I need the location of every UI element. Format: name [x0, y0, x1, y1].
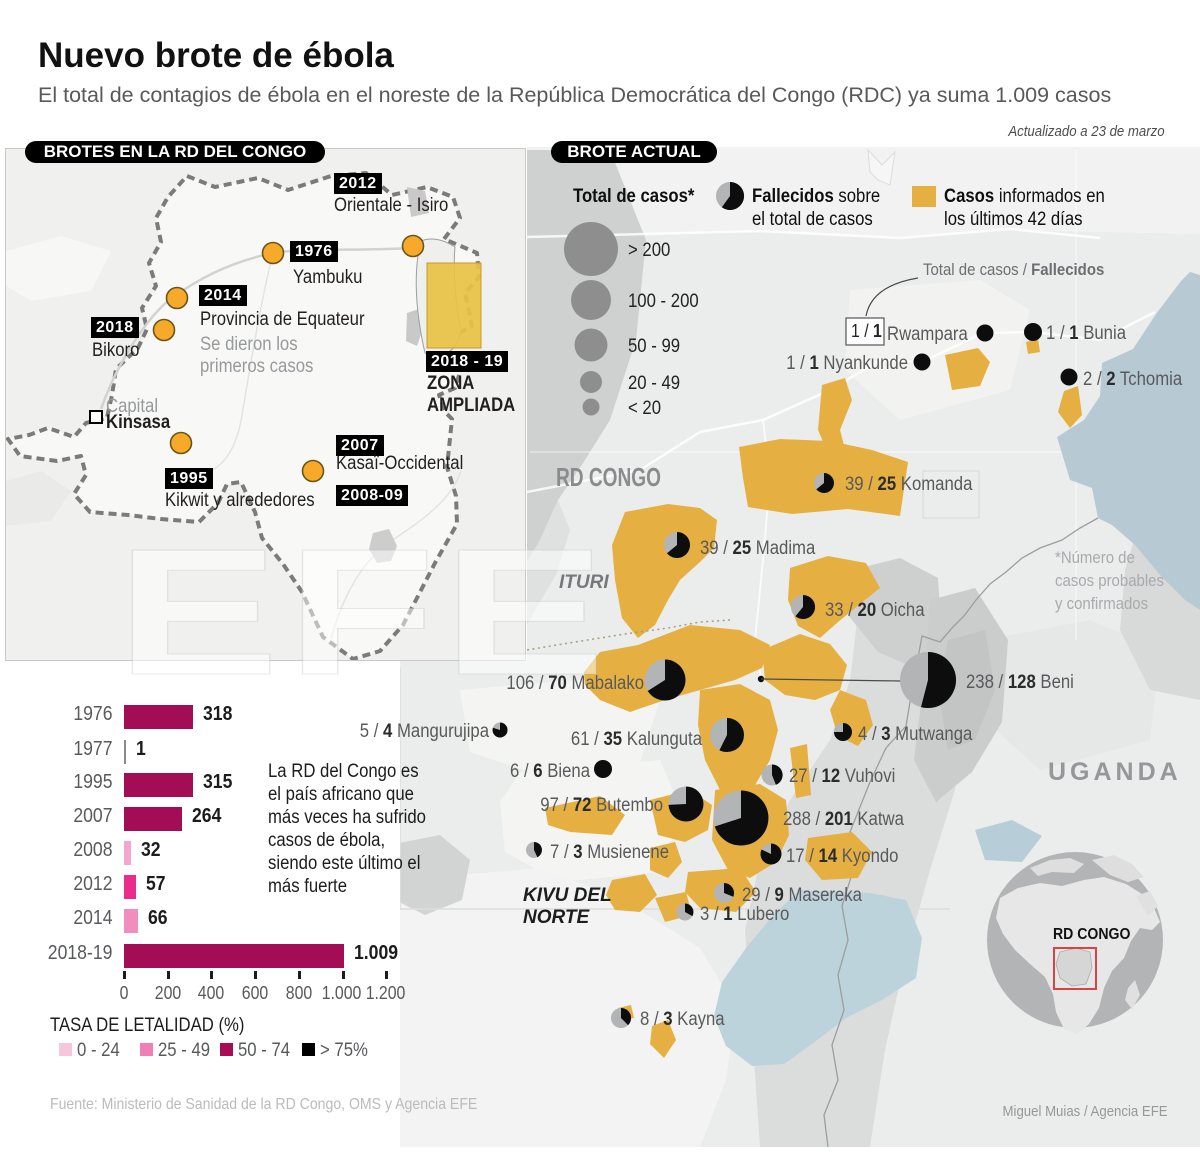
svg-text:< 20: < 20	[628, 398, 661, 419]
svg-text:RD CONGO: RD CONGO	[556, 462, 661, 492]
svg-text:Fallecidos sobre: Fallecidos sobre	[752, 186, 880, 207]
svg-text:17 / 14 Kyondo: 17 / 14 Kyondo	[786, 846, 899, 867]
svg-text:288 / 201 Katwa: 288 / 201 Katwa	[783, 809, 904, 830]
svg-text:3 / 1 Lubero: 3 / 1 Lubero	[700, 904, 789, 925]
svg-text:238 / 128 Beni: 238 / 128 Beni	[966, 672, 1074, 693]
svg-text:UGANDA: UGANDA	[1048, 758, 1182, 786]
svg-text:4 / 3 Mutwanga: 4 / 3 Mutwanga	[858, 724, 973, 745]
svg-text:KIVU DEL: KIVU DEL	[523, 885, 612, 906]
svg-text:2 / 2 Tchomia: 2 / 2 Tchomia	[1083, 369, 1183, 390]
svg-text:los últimos 42 días: los últimos 42 días	[944, 209, 1083, 230]
svg-text:5 / 4 Mangurujipa: 5 / 4 Mangurujipa	[360, 721, 490, 742]
svg-text:97 / 72 Butembo: 97 / 72 Butembo	[540, 795, 663, 816]
svg-text:100 - 200: 100 - 200	[628, 291, 699, 312]
svg-text:NORTE: NORTE	[523, 907, 590, 928]
svg-text:> 200: > 200	[628, 240, 670, 261]
svg-text:Total de casos / Fallecidos: Total de casos / Fallecidos	[923, 260, 1104, 279]
svg-text:*Número de: *Número de	[1055, 548, 1135, 567]
svg-text:Total de casos*: Total de casos*	[573, 186, 695, 207]
svg-text:1 / 1: 1 / 1	[851, 321, 882, 341]
svg-text:y confirmados: y confirmados	[1055, 594, 1148, 613]
svg-text:106 / 70 Mabalako: 106 / 70 Mabalako	[506, 673, 644, 694]
svg-text:20 - 49: 20 - 49	[628, 373, 680, 394]
svg-text:7 / 3 Musienene: 7 / 3 Musienene	[550, 842, 669, 863]
svg-text:1 / 1 Bunia: 1 / 1 Bunia	[1046, 323, 1126, 344]
svg-text:1 / 1 Nyankunde: 1 / 1 Nyankunde	[786, 353, 908, 374]
svg-text:Rwampara: Rwampara	[887, 324, 968, 345]
svg-text:50 - 99: 50 - 99	[628, 336, 680, 357]
svg-text:RD CONGO: RD CONGO	[1053, 926, 1130, 943]
svg-text:29 / 9 Masereka: 29 / 9 Masereka	[742, 885, 862, 906]
svg-text:27 / 12 Vuhovi: 27 / 12 Vuhovi	[789, 766, 895, 787]
svg-text:6 / 6 Biena: 6 / 6 Biena	[510, 761, 590, 782]
svg-text:33 / 20 Oicha: 33 / 20 Oicha	[825, 600, 925, 621]
svg-text:Casos informados en: Casos informados en	[944, 186, 1105, 207]
svg-text:ITURI: ITURI	[559, 572, 609, 593]
svg-text:8 / 3 Kayna: 8 / 3 Kayna	[640, 1009, 725, 1030]
svg-text:casos probables: casos probables	[1055, 571, 1164, 590]
svg-text:el total de casos: el total de casos	[752, 209, 873, 230]
svg-text:39 / 25 Komanda: 39 / 25 Komanda	[845, 474, 973, 495]
svg-text:39 / 25 Madima: 39 / 25 Madima	[700, 538, 816, 559]
svg-text:61 / 35 Kalunguta: 61 / 35 Kalunguta	[571, 729, 702, 750]
